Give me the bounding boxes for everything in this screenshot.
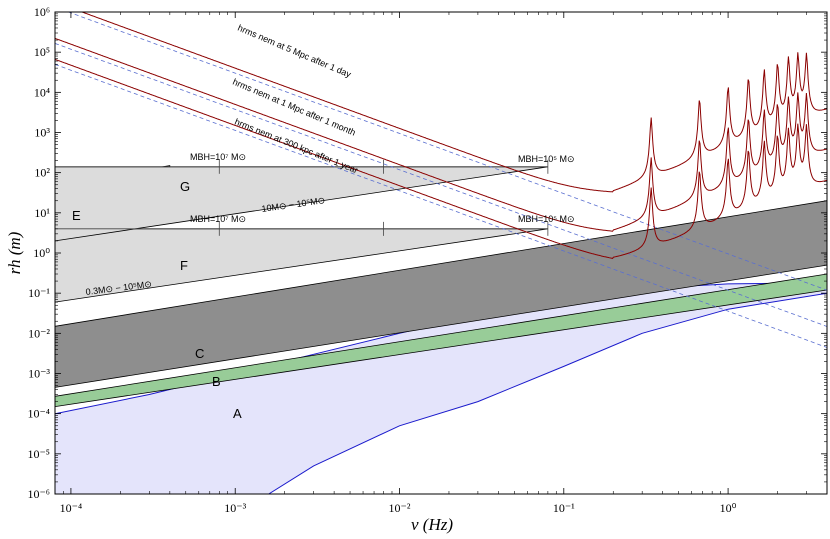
x-tick-label: 10⁻³ [224,501,246,515]
mass-label-f-right: MBH=10⁵ M⊙ [518,214,575,224]
mass-label-g-left: MBH=10⁷ M⊙ [190,152,246,162]
y-tick-label: 10⁻⁵ [27,447,50,461]
region-c-fill [55,200,827,388]
region-b-upper-edge [55,273,827,397]
y-tick-label: 10⁴ [34,85,50,99]
y-tick-label: 10⁻¹ [28,286,50,300]
region-c-lower-edge [55,264,827,388]
mass-label-g-right: MBH=10⁵ M⊙ [518,154,575,164]
region-c-upper-edge [55,200,827,327]
y-tick-label: 10⁻⁶ [27,487,50,501]
y-tick-label: 10⁻⁴ [27,407,50,421]
region-label-f: F [180,258,188,273]
series-line-0 [80,12,827,193]
region-a-lower-edge [55,292,827,494]
region-label-g: G [180,179,190,194]
region-b-fill [55,274,827,407]
x-tick-label: 10⁻¹ [553,501,575,515]
region-b-lower-edge [55,289,827,407]
y-tick-label: 10⁰ [33,246,50,260]
series-line-2 [55,58,827,259]
region-label-b: B [212,374,221,389]
y-tick-label: 10⁻³ [28,367,50,381]
y-tick-label: 10² [34,166,50,180]
series-line-1 [55,37,827,232]
region-a-fill [55,282,827,494]
y-tick-label: 10⁵ [34,45,50,59]
y-tick-label: 10⁶ [34,5,50,19]
y-tick-label: 10⁻² [28,326,50,340]
y-axis-title: rh (m) [5,231,24,274]
region-label-e: E [72,208,81,223]
x-axis-title: ν (Hz) [411,515,453,534]
region-label-c: C [195,346,204,361]
mass-label-f-left: MBH=10⁷ M⊙ [190,214,246,224]
x-tick-label: 10⁰ [720,501,737,515]
x-tick-label: 10⁻² [389,501,411,515]
region-label-a: A [233,406,242,421]
x-tick-label: 10⁻⁴ [60,501,83,515]
y-tick-label: 10³ [34,126,50,140]
y-tick-label: 10¹ [34,206,50,220]
